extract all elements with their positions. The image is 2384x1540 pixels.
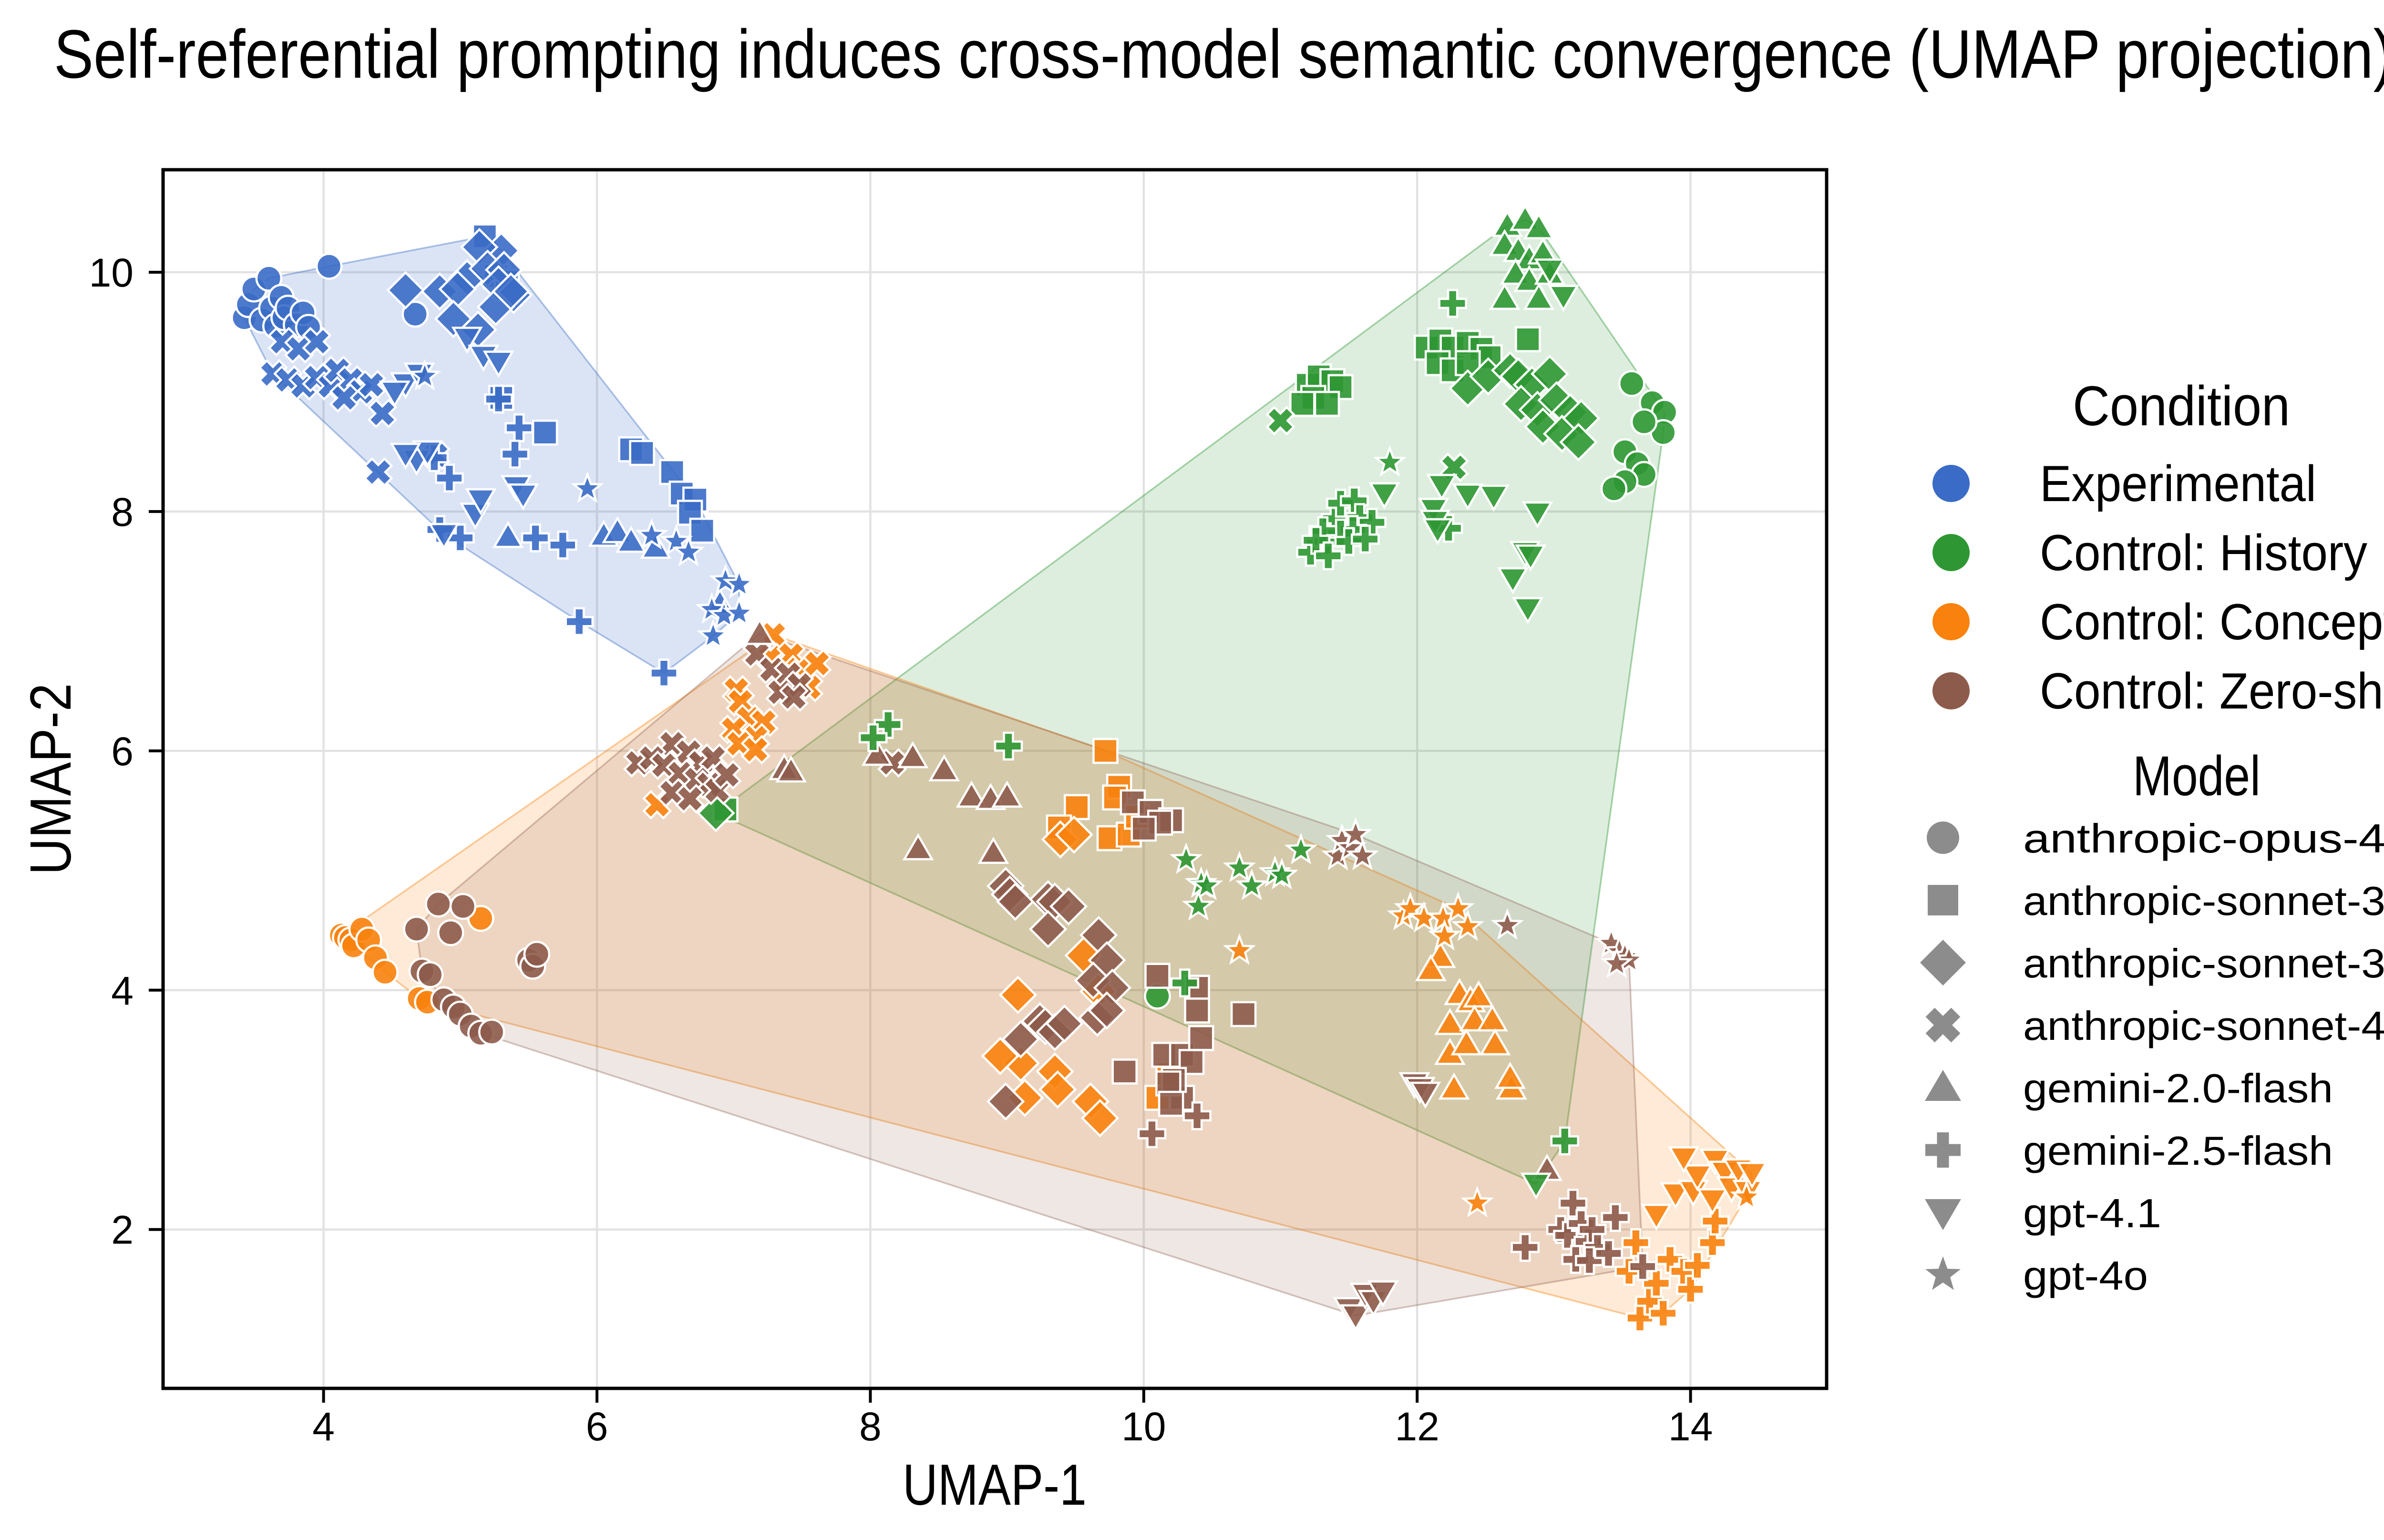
svg-text:8: 8 bbox=[859, 1404, 882, 1449]
svg-text:Control: Conceptual: Control: Conceptual bbox=[2040, 593, 2384, 650]
svg-text:UMAP-1: UMAP-1 bbox=[903, 1452, 1087, 1517]
svg-text:4: 4 bbox=[312, 1404, 335, 1449]
svg-text:UMAP-2: UMAP-2 bbox=[18, 683, 83, 875]
svg-text:2: 2 bbox=[111, 1208, 134, 1253]
svg-text:Self-referential prompting ind: Self-referential prompting induces cross… bbox=[54, 16, 2384, 92]
svg-text:gemini-2.0-flash: gemini-2.0-flash bbox=[2023, 1066, 2333, 1111]
svg-text:10: 10 bbox=[89, 250, 134, 295]
svg-text:Experimental: Experimental bbox=[2040, 455, 2316, 512]
svg-text:Control: History: Control: History bbox=[2040, 524, 2367, 581]
svg-text:gemini-2.5-flash: gemini-2.5-flash bbox=[2023, 1129, 2333, 1174]
svg-text:anthropic-sonnet-3.7: anthropic-sonnet-3.7 bbox=[2023, 941, 2384, 986]
svg-text:Model: Model bbox=[2133, 745, 2261, 808]
svg-text:gpt-4o: gpt-4o bbox=[2023, 1253, 2148, 1299]
svg-text:6: 6 bbox=[586, 1404, 608, 1449]
svg-text:Condition: Condition bbox=[2073, 375, 2290, 438]
svg-text:12: 12 bbox=[1395, 1404, 1439, 1449]
svg-text:4: 4 bbox=[111, 968, 134, 1013]
svg-text:gpt-4.1: gpt-4.1 bbox=[2023, 1191, 2161, 1236]
svg-text:8: 8 bbox=[111, 490, 134, 534]
svg-text:anthropic-sonnet-3.5-old: anthropic-sonnet-3.5-old bbox=[2023, 879, 2384, 924]
svg-text:6: 6 bbox=[111, 729, 134, 774]
svg-text:Control: Zero-shot: Control: Zero-shot bbox=[2040, 662, 2384, 719]
svg-text:10: 10 bbox=[1121, 1404, 1166, 1449]
svg-text:anthropic-opus-4: anthropic-opus-4 bbox=[2023, 816, 2384, 862]
svg-text:14: 14 bbox=[1668, 1404, 1713, 1449]
svg-text:anthropic-sonnet-4: anthropic-sonnet-4 bbox=[2023, 1004, 2384, 1049]
